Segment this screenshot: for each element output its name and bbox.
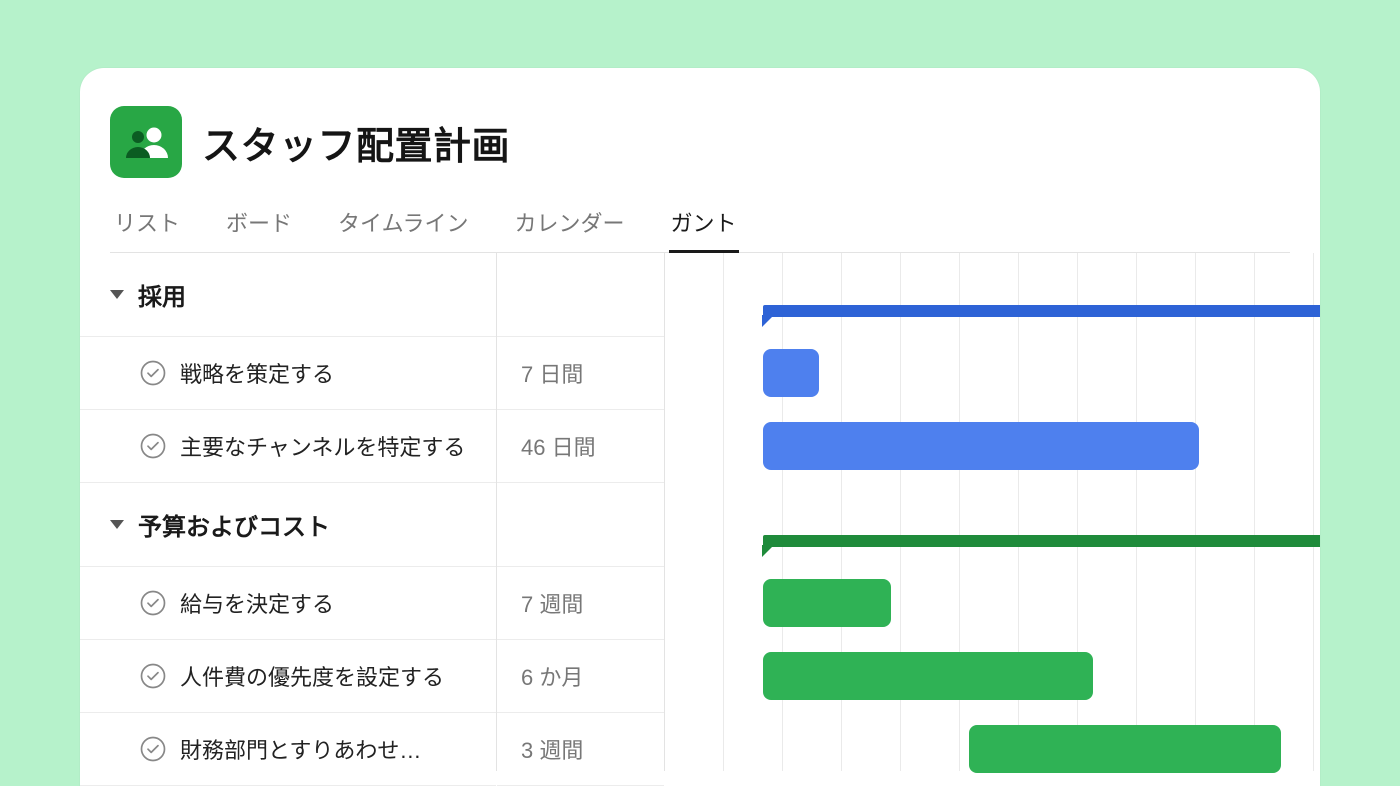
check-circle-icon	[140, 433, 166, 459]
group-row: 採用	[80, 253, 496, 337]
duration-cell: 7 日間	[497, 337, 664, 410]
task-row[interactable]: 人件費の優先度を設定する	[80, 640, 496, 713]
group-summary-bar-row	[665, 253, 1320, 337]
title-row: スタッフ配置計画	[110, 106, 1290, 178]
gantt-bar[interactable]	[763, 349, 819, 397]
tab-リスト[interactable]: リスト	[112, 206, 182, 252]
group-summary-bar[interactable]	[763, 535, 1320, 547]
task-row[interactable]: 戦略を策定する	[80, 337, 496, 410]
group-duration-cell	[497, 483, 664, 567]
check-circle-icon	[140, 590, 166, 616]
task-item: 主要なチャンネルを特定する	[110, 430, 465, 462]
timeline-row	[665, 410, 1320, 483]
group-toggle[interactable]: 予算およびコスト	[110, 507, 330, 542]
duration-label: 46 日間	[521, 430, 596, 462]
task-label: 給与を決定する	[180, 587, 334, 619]
task-name-column: 採用戦略を策定する主要なチャンネルを特定する予算およびコスト給与を決定する人件費…	[80, 253, 497, 771]
task-row[interactable]: 財務部門とすりあわせ…	[80, 713, 496, 786]
task-label: 戦略を策定する	[180, 357, 334, 389]
task-row[interactable]: 給与を決定する	[80, 567, 496, 640]
page-background: スタッフ配置計画 リストボードタイムラインカレンダーガント 採用戦略を策定する主…	[0, 0, 1400, 786]
duration-label: 7 週間	[521, 587, 583, 619]
tab-ガント[interactable]: ガント	[669, 206, 739, 252]
task-row[interactable]: 主要なチャンネルを特定する	[80, 410, 496, 483]
duration-label: 6 か月	[521, 660, 583, 692]
duration-cell: 46 日間	[497, 410, 664, 483]
app-window: スタッフ配置計画 リストボードタイムラインカレンダーガント 採用戦略を策定する主…	[80, 68, 1320, 786]
gantt-area: 採用戦略を策定する主要なチャンネルを特定する予算およびコスト給与を決定する人件費…	[80, 253, 1320, 771]
group-label: 採用	[138, 277, 186, 312]
task-item: 給与を決定する	[110, 587, 334, 619]
duration-column: 7 日間 46 日間 7 週間 6 か月 3 週間	[497, 253, 665, 771]
tab-ボード[interactable]: ボード	[224, 206, 294, 252]
group-row: 予算およびコスト	[80, 483, 496, 567]
timeline-row	[665, 713, 1320, 786]
duration-cell: 7 週間	[497, 567, 664, 640]
task-item: 財務部門とすりあわせ…	[110, 733, 421, 765]
view-tabs: リストボードタイムラインカレンダーガント	[110, 206, 1290, 253]
group-label: 予算およびコスト	[138, 507, 330, 542]
group-duration-cell	[497, 253, 664, 337]
check-circle-icon	[140, 663, 166, 689]
tab-カレンダー[interactable]: カレンダー	[513, 206, 627, 252]
gantt-bar[interactable]	[763, 579, 891, 627]
check-circle-icon	[140, 736, 166, 762]
check-circle-icon	[140, 360, 166, 386]
task-label: 財務部門とすりあわせ…	[180, 733, 421, 765]
timeline-row	[665, 337, 1320, 410]
timeline-row	[665, 640, 1320, 713]
task-label: 主要なチャンネルを特定する	[180, 430, 465, 462]
duration-cell: 3 週間	[497, 713, 664, 786]
duration-label: 7 日間	[521, 357, 583, 389]
gantt-bar[interactable]	[969, 725, 1281, 773]
project-people-icon	[110, 106, 182, 178]
duration-label: 3 週間	[521, 733, 583, 765]
task-item: 戦略を策定する	[110, 357, 334, 389]
duration-cell: 6 か月	[497, 640, 664, 713]
timeline-row	[665, 567, 1320, 640]
header: スタッフ配置計画 リストボードタイムラインカレンダーガント	[80, 68, 1320, 253]
group-summary-bar[interactable]	[763, 305, 1320, 317]
task-item: 人件費の優先度を設定する	[110, 660, 444, 692]
group-toggle[interactable]: 採用	[110, 277, 186, 312]
project-title: スタッフ配置計画	[202, 115, 510, 170]
timeline-column[interactable]	[665, 253, 1320, 771]
caret-down-icon	[110, 520, 124, 529]
task-label: 人件費の優先度を設定する	[180, 660, 444, 692]
gantt-bar[interactable]	[763, 652, 1093, 700]
gantt-bar[interactable]	[763, 422, 1199, 470]
group-summary-bar-row	[665, 483, 1320, 567]
caret-down-icon	[110, 290, 124, 299]
tab-タイムライン[interactable]: タイムライン	[336, 206, 470, 252]
